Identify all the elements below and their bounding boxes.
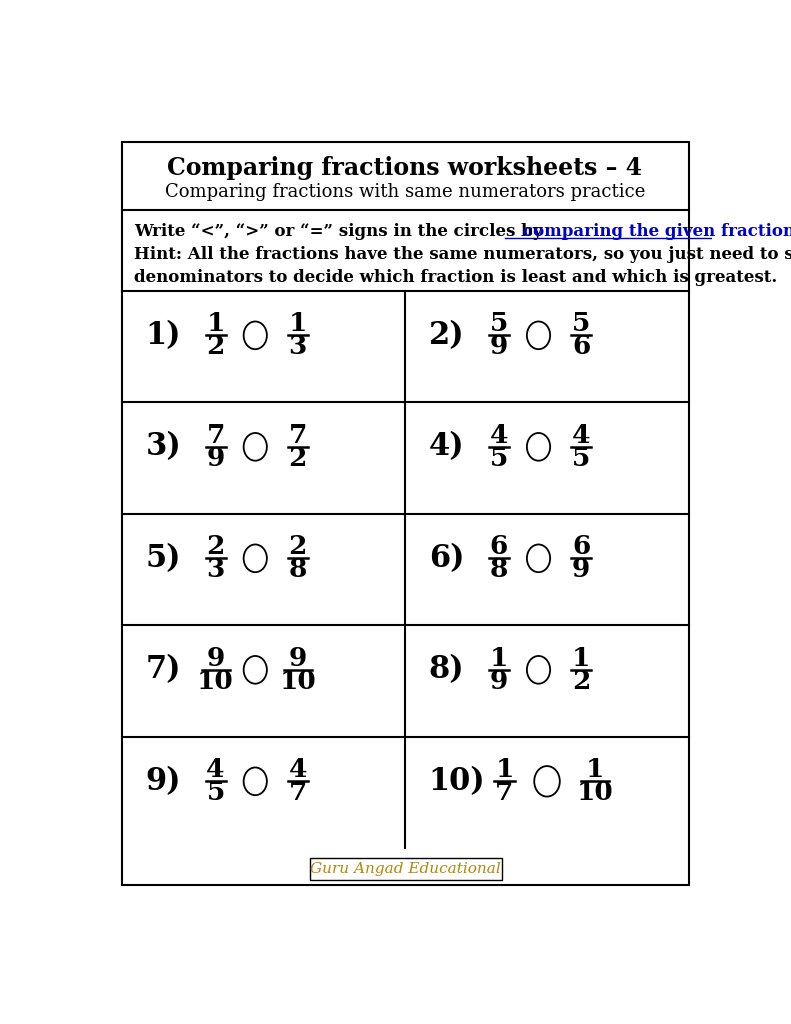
Bar bbox=[309, 858, 501, 880]
Text: Write “<”, “>” or “=” signs in the circles by: Write “<”, “>” or “=” signs in the circl… bbox=[134, 223, 548, 240]
Text: 1: 1 bbox=[289, 311, 307, 336]
Text: 6: 6 bbox=[572, 535, 590, 559]
Text: 9: 9 bbox=[206, 445, 225, 471]
Text: 2: 2 bbox=[289, 445, 307, 471]
Text: 5: 5 bbox=[572, 445, 590, 471]
Text: 4: 4 bbox=[289, 758, 307, 782]
Text: 10): 10) bbox=[429, 766, 485, 797]
Text: 9: 9 bbox=[289, 646, 307, 671]
Text: 6): 6) bbox=[429, 543, 464, 573]
Text: 10: 10 bbox=[279, 669, 316, 694]
Text: Comparing fractions with same numerators practice: Comparing fractions with same numerators… bbox=[165, 183, 645, 201]
Text: 7: 7 bbox=[495, 780, 513, 805]
Text: comparing the given fractions.: comparing the given fractions. bbox=[524, 223, 791, 240]
Text: 2: 2 bbox=[206, 535, 225, 559]
Text: 2: 2 bbox=[289, 535, 307, 559]
Text: 10: 10 bbox=[197, 669, 234, 694]
Text: 1): 1) bbox=[146, 319, 181, 351]
Text: 1: 1 bbox=[495, 758, 513, 782]
Text: 9: 9 bbox=[490, 335, 508, 359]
Text: 9: 9 bbox=[206, 646, 225, 671]
Text: 7: 7 bbox=[206, 423, 225, 447]
Text: 4: 4 bbox=[206, 758, 225, 782]
Text: 6: 6 bbox=[572, 335, 590, 359]
Text: 9: 9 bbox=[572, 557, 590, 583]
Text: 2: 2 bbox=[206, 335, 225, 359]
Text: 4): 4) bbox=[429, 431, 464, 462]
Text: 2: 2 bbox=[572, 669, 590, 694]
Text: Comparing fractions worksheets – 4: Comparing fractions worksheets – 4 bbox=[168, 156, 642, 179]
Text: 4: 4 bbox=[572, 423, 590, 447]
Text: 8: 8 bbox=[490, 557, 508, 583]
Text: 5): 5) bbox=[146, 543, 181, 573]
Text: 8): 8) bbox=[429, 654, 464, 685]
Text: 1: 1 bbox=[572, 646, 590, 671]
Text: 9): 9) bbox=[146, 766, 181, 797]
Text: denominators to decide which fraction is least and which is greatest.: denominators to decide which fraction is… bbox=[134, 269, 777, 286]
Text: 1: 1 bbox=[206, 311, 225, 336]
Text: 3: 3 bbox=[289, 335, 307, 359]
Text: 5: 5 bbox=[206, 780, 225, 805]
Text: 5: 5 bbox=[490, 445, 508, 471]
Text: Hint: All the fractions have the same numerators, so you just need to see at the: Hint: All the fractions have the same nu… bbox=[134, 246, 791, 263]
Text: 1: 1 bbox=[586, 758, 604, 782]
Text: 7: 7 bbox=[289, 780, 307, 805]
Text: 3): 3) bbox=[146, 431, 181, 462]
Text: 7): 7) bbox=[146, 654, 181, 685]
Text: 10: 10 bbox=[577, 780, 614, 805]
Text: 8: 8 bbox=[289, 557, 307, 583]
Text: 5: 5 bbox=[490, 311, 508, 336]
Text: 6: 6 bbox=[490, 535, 508, 559]
Text: 4: 4 bbox=[490, 423, 508, 447]
Text: 9: 9 bbox=[490, 669, 508, 694]
Text: 3: 3 bbox=[206, 557, 225, 583]
Text: 1: 1 bbox=[490, 646, 508, 671]
Text: 5: 5 bbox=[572, 311, 590, 336]
Text: 2): 2) bbox=[429, 319, 464, 351]
Text: Guru Angad Educational: Guru Angad Educational bbox=[310, 862, 501, 876]
Text: 7: 7 bbox=[289, 423, 307, 447]
